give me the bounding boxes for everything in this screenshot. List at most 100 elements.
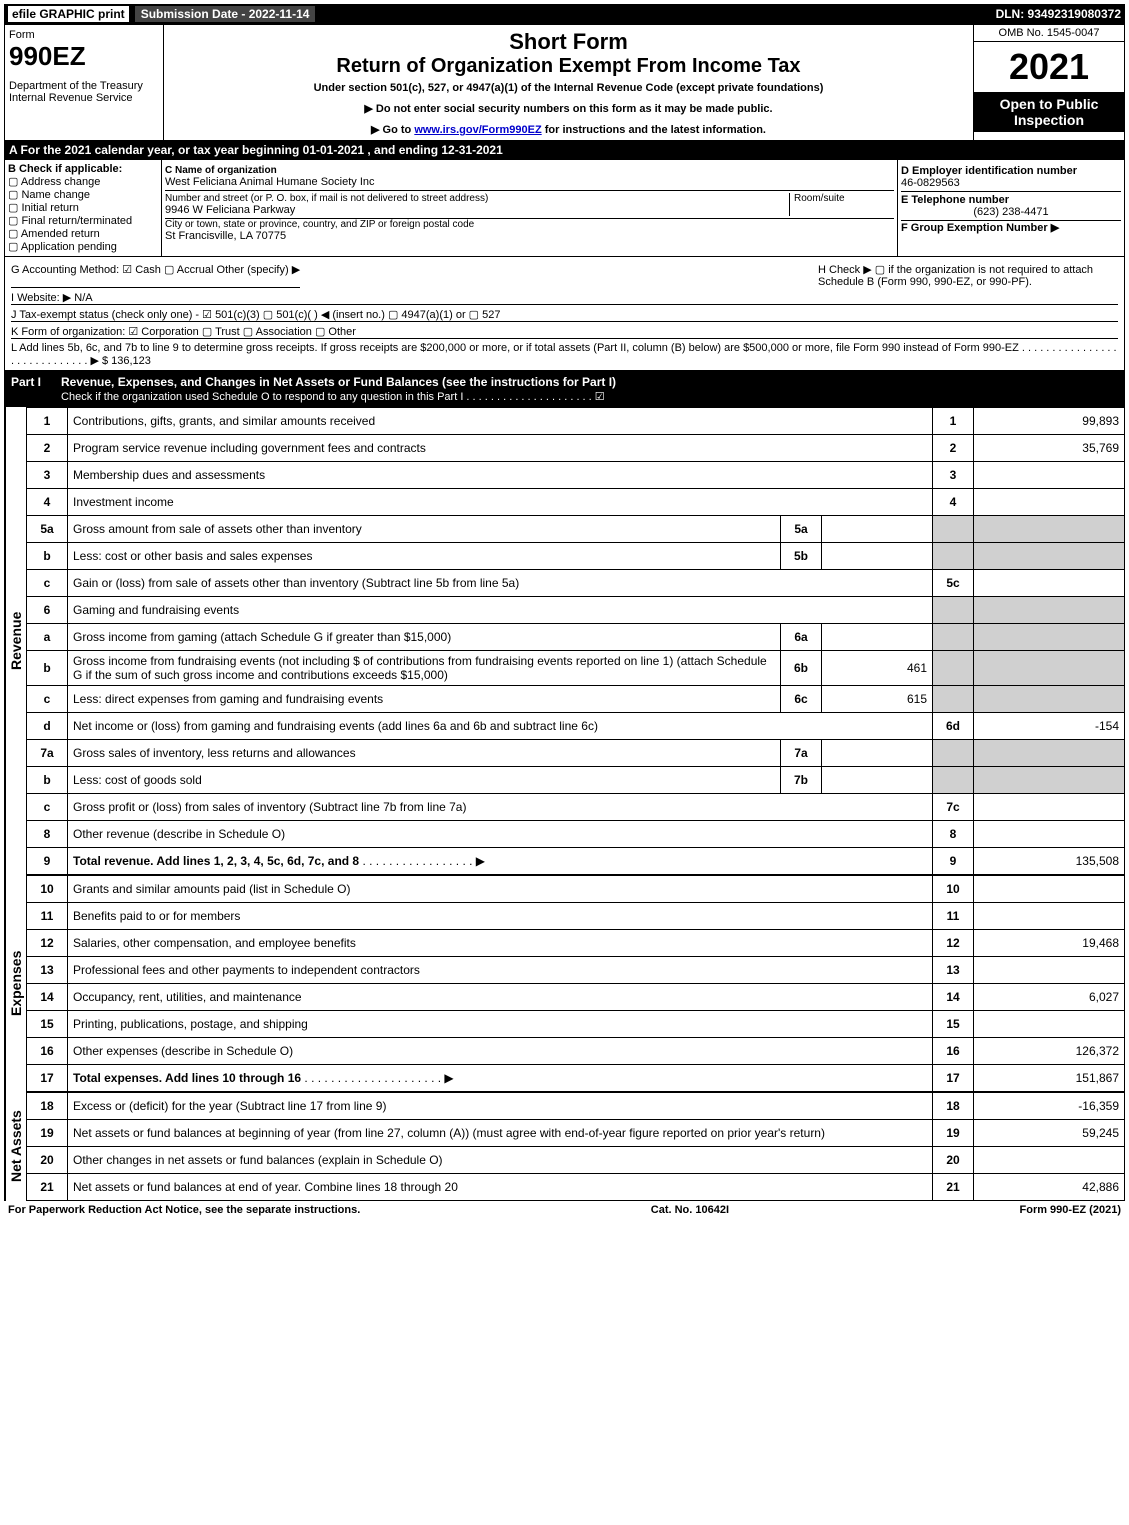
line-19-amt: 59,245 xyxy=(974,1120,1125,1147)
chk-initial-return[interactable]: Initial return xyxy=(8,201,158,214)
footer-left: For Paperwork Reduction Act Notice, see … xyxy=(8,1204,360,1216)
accounting-method: G Accounting Method: ☑ Cash ▢ Accrual Ot… xyxy=(11,263,300,288)
chk-name-change[interactable]: Name change xyxy=(8,188,158,201)
line-6c-amt xyxy=(974,686,1125,713)
line-9-num: 9 xyxy=(27,848,68,875)
phone: (623) 238-4471 xyxy=(901,206,1121,218)
line-12-num: 12 xyxy=(27,930,68,957)
line-15-num: 15 xyxy=(27,1011,68,1038)
line-11-num: 11 xyxy=(27,903,68,930)
omb-number: OMB No. 1545-0047 xyxy=(974,25,1124,42)
line-5a-sub: 5a xyxy=(781,516,822,543)
street-label: Number and street (or P. O. box, if mail… xyxy=(165,193,789,204)
line-7a-desc: Gross sales of inventory, less returns a… xyxy=(73,746,356,760)
line-12-amt: 19,468 xyxy=(974,930,1125,957)
ein-label: D Employer identification number xyxy=(901,165,1121,177)
line-11-desc: Benefits paid to or for members xyxy=(73,909,240,923)
header-note-1: ▶ Do not enter social security numbers o… xyxy=(168,102,969,115)
line-6a-desc: Gross income from gaming (attach Schedul… xyxy=(73,630,451,644)
form-label: Form xyxy=(9,29,159,41)
line-5a-amt xyxy=(974,516,1125,543)
line-5a-desc: Gross amount from sale of assets other t… xyxy=(73,522,362,536)
line-13-col: 13 xyxy=(933,957,974,984)
line-8-col: 8 xyxy=(933,821,974,848)
dln: DLN: 93492319080372 xyxy=(996,7,1121,21)
website: I Website: ▶ N/A xyxy=(11,291,1118,305)
line-14-num: 14 xyxy=(27,984,68,1011)
org-name-label: C Name of organization xyxy=(165,165,894,176)
part-1-title: Revenue, Expenses, and Changes in Net As… xyxy=(61,375,616,389)
line-6b-sub: 6b xyxy=(781,651,822,686)
line-7b-sub: 7b xyxy=(781,767,822,794)
chk-amended[interactable]: Amended return xyxy=(8,227,158,240)
line-6d-num: d xyxy=(27,713,68,740)
line-5a-col xyxy=(933,516,974,543)
line-7a-col xyxy=(933,740,974,767)
line-6a-amt xyxy=(974,624,1125,651)
line-6-amt xyxy=(974,597,1125,624)
efile-label: efile GRAPHIC print xyxy=(8,6,129,22)
line-6-col xyxy=(933,597,974,624)
line-7b-amt xyxy=(974,767,1125,794)
line-6b-subval: 461 xyxy=(822,651,933,686)
chk-address-change[interactable]: Address change xyxy=(8,175,158,188)
line-6b-amt xyxy=(974,651,1125,686)
line-7c-desc: Gross profit or (loss) from sales of inv… xyxy=(73,800,466,814)
line-6a-subval xyxy=(822,624,933,651)
line-5a-subval xyxy=(822,516,933,543)
line-15-desc: Printing, publications, postage, and shi… xyxy=(73,1017,308,1031)
line-6b-num: b xyxy=(27,651,68,686)
line-11-amt xyxy=(974,903,1125,930)
line-17-amt: 151,867 xyxy=(974,1065,1125,1092)
footer-center: Cat. No. 10642I xyxy=(651,1204,729,1216)
line-10-desc: Grants and similar amounts paid (list in… xyxy=(73,882,350,896)
line-5a-num: 5a xyxy=(27,516,68,543)
line-18-desc: Excess or (deficit) for the year (Subtra… xyxy=(73,1099,386,1113)
line-6a-sub: 6a xyxy=(781,624,822,651)
short-form-title: Short Form xyxy=(168,29,969,55)
section-b-label: B Check if applicable: xyxy=(8,163,158,175)
city-label: City or town, state or province, country… xyxy=(165,219,894,230)
header-subtitle: Under section 501(c), 527, or 4947(a)(1)… xyxy=(168,82,969,94)
expenses-sidelabel: Expenses xyxy=(5,875,26,1092)
line-10-col: 10 xyxy=(933,876,974,903)
line-21-col: 21 xyxy=(933,1174,974,1201)
org-name: West Feliciana Animal Humane Society Inc xyxy=(165,176,894,188)
line-7a-subval xyxy=(822,740,933,767)
line-19-num: 19 xyxy=(27,1120,68,1147)
schedule-b-check: H Check ▶ ▢ if the organization is not r… xyxy=(818,263,1118,288)
line-14-col: 14 xyxy=(933,984,974,1011)
irs-link[interactable]: www.irs.gov/Form990EZ xyxy=(414,124,541,136)
line-5b-num: b xyxy=(27,543,68,570)
line-3-amt xyxy=(974,462,1125,489)
form-header: Form 990EZ Department of the Treasury In… xyxy=(4,24,1125,141)
line-6c-col xyxy=(933,686,974,713)
form-number: 990EZ xyxy=(9,41,159,72)
part-1-header: Part I Revenue, Expenses, and Changes in… xyxy=(4,371,1125,407)
line-5c-num: c xyxy=(27,570,68,597)
form-of-org: K Form of organization: ☑ Corporation ▢ … xyxy=(11,325,1118,339)
line-6c-sub: 6c xyxy=(781,686,822,713)
accounting-info: G Accounting Method: ☑ Cash ▢ Accrual Ot… xyxy=(4,257,1125,371)
department: Department of the Treasury Internal Reve… xyxy=(9,80,159,104)
line-6b-desc: Gross income from fundraising events (no… xyxy=(73,654,767,682)
line-16-num: 16 xyxy=(27,1038,68,1065)
line-5c-col: 5c xyxy=(933,570,974,597)
line-13-num: 13 xyxy=(27,957,68,984)
line-8-num: 8 xyxy=(27,821,68,848)
line-7b-subval xyxy=(822,767,933,794)
line-20-amt xyxy=(974,1147,1125,1174)
line-5c-desc: Gain or (loss) from sale of assets other… xyxy=(73,576,519,590)
line-5b-sub: 5b xyxy=(781,543,822,570)
line-21-desc: Net assets or fund balances at end of ye… xyxy=(73,1180,458,1194)
line-2-num: 2 xyxy=(27,435,68,462)
line-20-num: 20 xyxy=(27,1147,68,1174)
line-19-col: 19 xyxy=(933,1120,974,1147)
chk-pending[interactable]: Application pending xyxy=(8,240,158,253)
line-12-col: 12 xyxy=(933,930,974,957)
line-17-desc: Total expenses. Add lines 10 through 16 xyxy=(73,1071,301,1085)
line-7a-sub: 7a xyxy=(781,740,822,767)
line-1-col: 1 xyxy=(933,408,974,435)
line-1-amt: 99,893 xyxy=(974,408,1125,435)
chk-final-return[interactable]: Final return/terminated xyxy=(8,214,158,227)
